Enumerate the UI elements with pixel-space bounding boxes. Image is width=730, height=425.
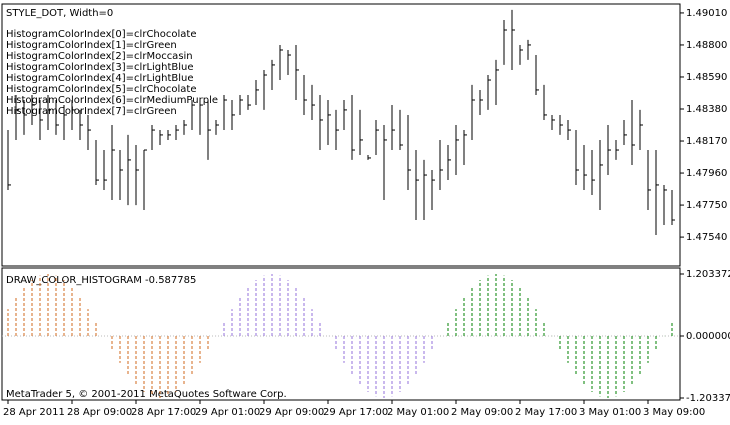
y-tick-label: 1.49010 <box>686 8 727 19</box>
y-tick-label: 1.48800 <box>686 40 727 51</box>
y-tick-label: 0.000000 <box>686 331 730 342</box>
indicator-title: DRAW_COLOR_HISTOGRAM -0.587785 <box>6 275 196 286</box>
x-tick-label: 28 Apr 09:00 <box>67 407 132 418</box>
x-tick-label: 29 Apr 01:00 <box>195 407 260 418</box>
x-tick-label: 3 May 09:00 <box>643 407 705 418</box>
y-tick-label: 1.47960 <box>686 168 727 179</box>
x-tick-label: 29 Apr 09:00 <box>259 407 324 418</box>
annotation: HistogramColorIndex[1]=clrGreen <box>6 40 177 51</box>
x-tick-label: 2 May 17:00 <box>515 407 577 418</box>
price-panel-frame <box>1 3 681 267</box>
price-title: STYLE_DOT, Width=0 <box>6 8 113 19</box>
x-tick-label: 2 May 01:00 <box>387 407 449 418</box>
x-tick-label: 28 Apr 17:00 <box>131 407 196 418</box>
y-tick-label: 1.47540 <box>686 232 727 243</box>
y-tick-label: 1.203372 <box>686 269 730 280</box>
annotation: HistogramColorIndex[5]=clrChocolate <box>6 84 196 95</box>
x-tick-label: 3 May 01:00 <box>579 407 641 418</box>
y-tick-label: 1.48170 <box>686 136 727 147</box>
annotation: HistogramColorIndex[3]=clrLightBlue <box>6 62 194 73</box>
x-tick-label: 29 Apr 17:00 <box>323 407 388 418</box>
annotation: HistogramColorIndex[0]=clrChocolate <box>6 29 196 40</box>
annotation: HistogramColorIndex[4]=clrLightBlue <box>6 73 194 84</box>
annotation: HistogramColorIndex[6]=clrMediumPurple <box>6 95 218 106</box>
footer: MetaTrader 5, © 2001-2011 MetaQuotes Sof… <box>6 389 287 400</box>
indicator-panel-frame <box>1 267 681 401</box>
x-tick-label: 28 Apr 2011 <box>3 407 65 418</box>
y-tick-label: 1.48590 <box>686 72 727 83</box>
annotation: HistogramColorIndex[7]=clrGreen <box>6 106 177 117</box>
y-tick-label: -1.203372 <box>686 393 730 404</box>
x-tick-label: 2 May 09:00 <box>451 407 513 418</box>
annotation: HistogramColorIndex[2]=clrMoccasin <box>6 51 193 62</box>
y-tick-label: 1.47750 <box>686 200 727 211</box>
y-tick-label: 1.48380 <box>686 104 727 115</box>
